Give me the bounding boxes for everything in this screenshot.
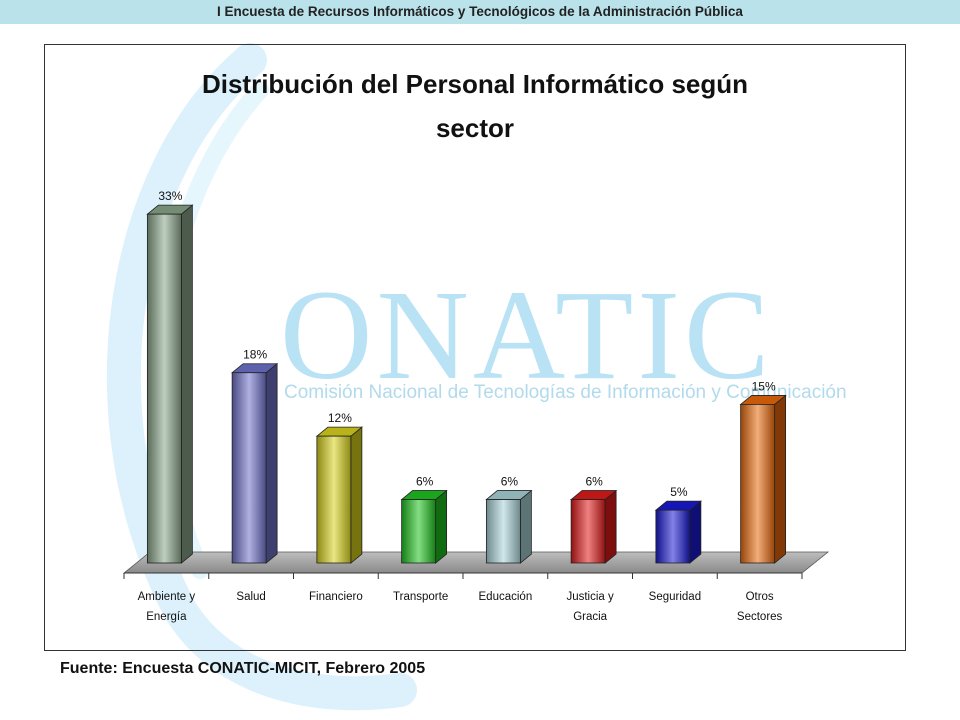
data-label-1: 18%	[243, 348, 267, 362]
data-label-4: 6%	[501, 475, 519, 489]
x-tick-label-3-0: Transporte	[393, 591, 448, 603]
data-label-6: 5%	[670, 485, 688, 499]
chart-floor	[122, 551, 830, 574]
x-tick-label-0-0: Ambiente y	[138, 591, 196, 603]
bar-side-6	[689, 500, 702, 564]
bar-side-5	[604, 489, 617, 564]
bar-5	[570, 499, 606, 564]
bar-7	[740, 404, 776, 564]
x-tick-label-6-0: Seguridad	[649, 591, 701, 603]
bar-3	[401, 499, 437, 564]
source-note: Fuente: Encuesta CONATIC-MICIT, Febrero …	[60, 660, 426, 677]
bar-6	[655, 509, 691, 564]
bar-side-3	[435, 489, 448, 564]
watermark-logo-text: ONATIC	[280, 264, 773, 406]
x-tick-label-0-1: Energía	[146, 611, 187, 623]
data-label-5: 6%	[585, 475, 603, 489]
bar-2	[316, 435, 352, 564]
bar-1	[231, 372, 267, 564]
bar-4	[485, 499, 521, 564]
x-tick-label-1-0: Salud	[236, 591, 265, 603]
watermark-subtitle-text: Comisión Nacional de Tecnologías de Info…	[284, 382, 847, 403]
bar-0	[146, 213, 182, 564]
data-label-7: 15%	[752, 379, 776, 393]
bar-side-7	[774, 394, 787, 564]
bar-side-2	[350, 426, 363, 564]
x-tick-label-7-1: Sectores	[737, 611, 783, 623]
data-label-3: 6%	[416, 475, 434, 489]
page-header: I Encuesta de Recursos Informáticos y Te…	[0, 0, 960, 24]
chart-title-line-1: Distribución del Personal Informático se…	[201, 69, 749, 99]
x-tick-label-2-0: Financiero	[309, 591, 363, 603]
x-tick-label-5-0: Justicia y	[566, 591, 614, 603]
x-tick-label-5-1: Gracia	[573, 611, 607, 623]
bar-side-0	[180, 204, 193, 564]
x-tick-label-7-0: Otros	[746, 591, 774, 603]
x-tick-label-4-0: Educación	[479, 591, 533, 603]
chart-title: Distribución del Personal Informático se…	[44, 62, 906, 150]
chart-frame	[44, 44, 906, 651]
chart-title-line-2: sector	[435, 113, 515, 143]
bar-side-4	[519, 489, 532, 564]
bar-side-1	[265, 362, 278, 564]
data-label-0: 33%	[158, 189, 182, 203]
data-label-2: 12%	[328, 411, 352, 425]
